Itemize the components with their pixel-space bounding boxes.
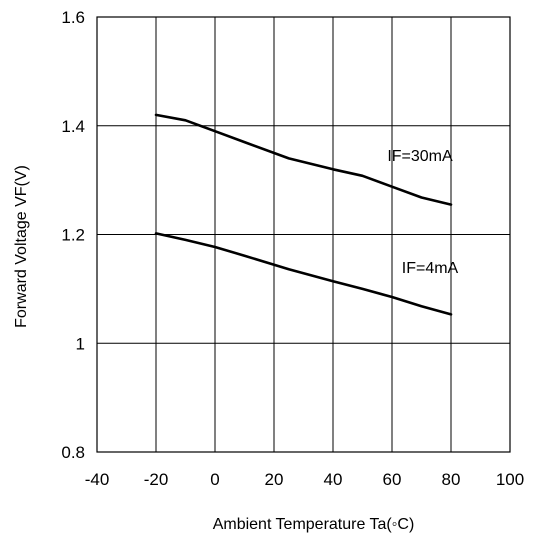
x-tick-label: 0 xyxy=(210,470,219,489)
x-tick-label: 60 xyxy=(383,470,402,489)
x-axis-label: Ambient Temperature Ta(◦C) xyxy=(213,516,415,533)
y-tick-label: 1.6 xyxy=(61,8,85,27)
y-tick-label: 1.2 xyxy=(61,226,85,245)
series-layer: IF=30mA IF=4mA xyxy=(154,113,459,316)
x-tick-label: 40 xyxy=(324,470,343,489)
series-line-1 xyxy=(154,113,453,206)
y-tick-label: 1.4 xyxy=(61,117,85,136)
x-tick-label: 20 xyxy=(265,470,284,489)
tick-labels: -40 -20 0 20 40 60 80 100 0.8 1 1.2 1.4 1.6 xyxy=(61,8,524,489)
y-tick-label: 0.8 xyxy=(61,443,85,462)
x-tick-label: -20 xyxy=(144,470,169,489)
x-tick-label: 80 xyxy=(442,470,461,489)
y-tick-label: 1 xyxy=(76,334,85,353)
series-label-2: IF=4mA xyxy=(402,260,459,277)
x-tick-label: 100 xyxy=(496,470,524,489)
x-tick-label: -40 xyxy=(85,470,110,489)
plot-frame xyxy=(96,16,511,453)
series-label-1: IF=30mA xyxy=(387,148,453,165)
series-line-2 xyxy=(154,232,453,316)
y-axis-label: Forward Voltage VF(V) xyxy=(13,165,30,328)
